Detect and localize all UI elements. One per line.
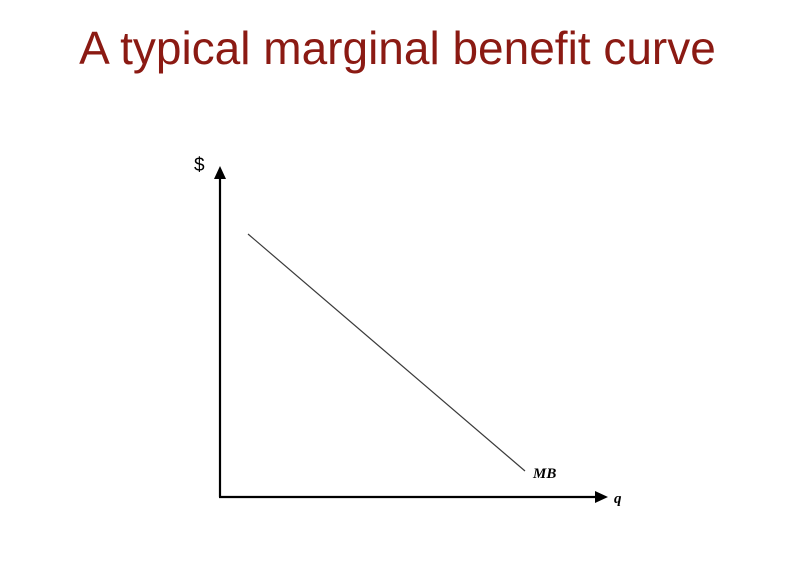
mb-curve-label: MB xyxy=(532,466,556,482)
y-axis-arrowhead xyxy=(214,166,226,179)
slide-title: A typical marginal benefit curve xyxy=(79,22,716,74)
x-axis-label: q xyxy=(614,491,622,507)
y-axis-label: $ xyxy=(194,155,205,176)
mb-curve xyxy=(247,233,526,472)
x-axis-arrowhead xyxy=(595,491,608,503)
